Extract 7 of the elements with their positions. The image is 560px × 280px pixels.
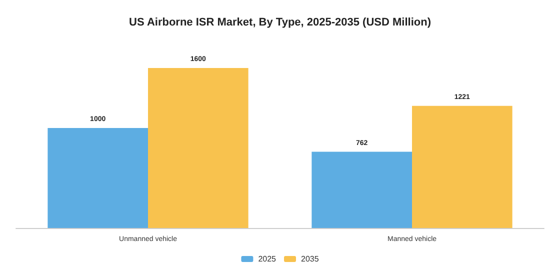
bar xyxy=(48,128,148,228)
chart-title: US Airborne ISR Market, By Type, 2025-2035 (USD Million) xyxy=(129,16,432,28)
bar xyxy=(412,106,512,228)
legend-label: 2035 xyxy=(301,254,320,264)
bar xyxy=(312,152,412,228)
bar xyxy=(148,68,248,228)
legend-label: 2025 xyxy=(258,254,277,264)
